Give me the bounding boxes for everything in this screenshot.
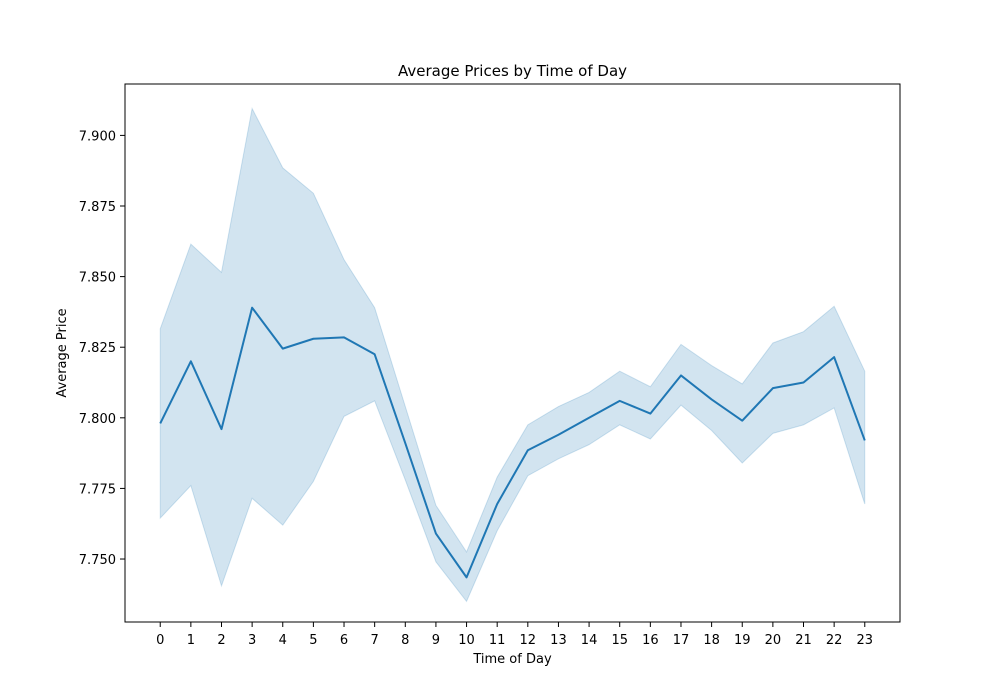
x-tick-label: 14: [581, 633, 598, 648]
x-tick-label: 17: [673, 633, 690, 648]
x-tick-label: 7: [371, 633, 379, 648]
x-tick-label: 15: [611, 633, 628, 648]
x-tick-label: 19: [734, 633, 751, 648]
x-tick-label: 1: [187, 633, 195, 648]
x-tick-label: 12: [520, 633, 537, 648]
y-axis-title: Average Price: [55, 308, 70, 397]
x-tick-label: 16: [642, 633, 659, 648]
x-tick-label: 2: [217, 633, 225, 648]
x-tick-label: 23: [856, 633, 873, 648]
y-tick-label: 7.750: [79, 553, 116, 568]
x-tick-label: 10: [458, 633, 475, 648]
x-tick-label: 8: [401, 633, 409, 648]
y-tick-label: 7.850: [79, 271, 116, 286]
x-tick-label: 6: [340, 633, 348, 648]
x-tick-label: 20: [765, 633, 782, 648]
x-axis-ticks: 0 1 2 3 4 5 6 7 8 9 10 11 12 13 14 15 16 17 18 19 20 21 22 23: [156, 622, 873, 648]
confidence-band: [159, 107, 866, 603]
y-tick-label: 7.800: [79, 412, 116, 427]
x-tick-label: 22: [826, 633, 843, 648]
x-tick-label: 9: [432, 633, 440, 648]
chart-title: Average Prices by Time of Day: [398, 62, 627, 80]
x-tick-label: 4: [279, 633, 287, 648]
x-tick-label: 11: [489, 633, 506, 648]
y-tick-label: 7.775: [79, 482, 116, 497]
axes-frame: [124, 83, 901, 623]
x-tick-label: 5: [309, 633, 317, 648]
series-line: [159, 306, 866, 579]
x-tick-label: 21: [795, 633, 812, 648]
plot-area: [159, 107, 866, 603]
x-tick-label: 3: [248, 633, 256, 648]
y-axis-ticks: 7.750 7.775 7.800 7.825 7.850 7.875 7.900: [79, 129, 125, 568]
x-axis-title: Time of Day: [472, 652, 552, 667]
y-tick-label: 7.875: [79, 200, 116, 215]
y-tick-label: 7.900: [79, 129, 116, 144]
x-tick-label: 13: [550, 633, 567, 648]
y-tick-label: 7.825: [79, 341, 116, 356]
x-tick-label: 0: [156, 633, 164, 648]
x-tick-label: 18: [703, 633, 720, 648]
